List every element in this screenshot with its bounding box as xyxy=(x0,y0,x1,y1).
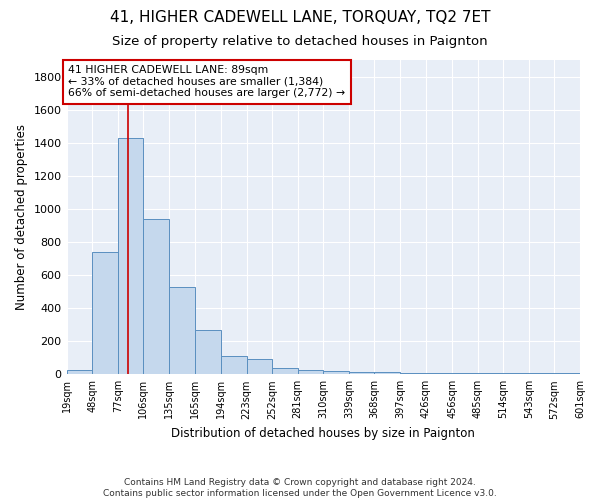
Bar xyxy=(118,138,143,374)
Y-axis label: Number of detached properties: Number of detached properties xyxy=(15,124,28,310)
Text: Size of property relative to detached houses in Paignton: Size of property relative to detached ho… xyxy=(112,35,488,48)
Bar xyxy=(221,356,247,374)
Bar xyxy=(196,330,221,374)
Bar xyxy=(92,252,118,374)
Text: Contains HM Land Registry data © Crown copyright and database right 2024.
Contai: Contains HM Land Registry data © Crown c… xyxy=(103,478,497,498)
Bar xyxy=(349,372,374,374)
Text: 41, HIGHER CADEWELL LANE, TORQUAY, TQ2 7ET: 41, HIGHER CADEWELL LANE, TORQUAY, TQ2 7… xyxy=(110,10,490,25)
Bar xyxy=(374,372,400,374)
Bar xyxy=(67,370,92,374)
Bar xyxy=(247,358,272,374)
Bar xyxy=(452,373,478,374)
Bar xyxy=(272,368,298,374)
X-axis label: Distribution of detached houses by size in Paignton: Distribution of detached houses by size … xyxy=(172,427,475,440)
Bar xyxy=(169,286,196,374)
Bar xyxy=(400,372,425,374)
Text: 41 HIGHER CADEWELL LANE: 89sqm
← 33% of detached houses are smaller (1,384)
66% : 41 HIGHER CADEWELL LANE: 89sqm ← 33% of … xyxy=(68,65,346,98)
Bar xyxy=(298,370,323,374)
Bar xyxy=(425,373,452,374)
Bar xyxy=(143,219,169,374)
Bar xyxy=(323,371,349,374)
